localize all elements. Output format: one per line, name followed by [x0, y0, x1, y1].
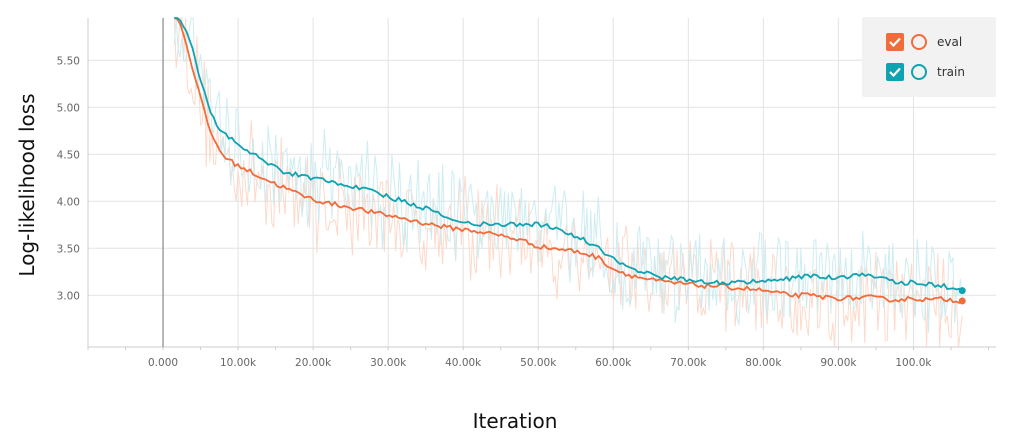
- checkbox-icon[interactable]: [886, 63, 904, 81]
- tick-labels: 0.000 10.00k 20.00k 30.00k 40.00k 50.00k 60.00…: [57, 55, 933, 369]
- x-tick-label: 100.0k: [895, 357, 932, 369]
- end-point-train: [958, 287, 966, 295]
- x-tick-label: 80.00k: [745, 357, 782, 369]
- x-tick-label: 70.00k: [670, 357, 707, 369]
- series-circle-icon: [911, 64, 927, 80]
- y-tick-label: 4.00: [57, 196, 80, 208]
- x-tick-label: 50.00k: [520, 357, 557, 369]
- x-tick-label: 40.00k: [445, 357, 482, 369]
- y-tick-label: 3.00: [57, 290, 80, 302]
- x-tick-label: 10.00k: [220, 357, 257, 369]
- y-tick-label: 4.50: [57, 149, 80, 161]
- x-tick-label: 90.00k: [820, 357, 857, 369]
- smoothed-series: [173, 17, 963, 304]
- series-circle-icon: [911, 34, 927, 50]
- legend-label: train: [937, 65, 965, 79]
- legend-label: eval: [937, 35, 963, 49]
- y-tick-label: 5.50: [57, 55, 80, 67]
- raw-series: [173, 17, 963, 348]
- x-tick-label: 30.00k: [370, 357, 407, 369]
- x-tick-label: 20.00k: [295, 357, 332, 369]
- end-point-eval: [958, 297, 966, 305]
- y-tick-label: 3.50: [57, 243, 80, 255]
- series-line-eval: [173, 17, 963, 304]
- y-tick-label: 5.00: [57, 102, 80, 114]
- checkbox-icon[interactable]: [886, 33, 904, 51]
- series-line-train: [174, 17, 963, 293]
- raw-line-train: [173, 17, 963, 333]
- x-tick-label: 60.00k: [595, 357, 632, 369]
- series-end-points: [958, 287, 966, 305]
- axes: [87, 18, 996, 350]
- x-tick-label: 0.000: [148, 357, 178, 369]
- x-axis-title: Iteration: [473, 409, 558, 433]
- legend: eval train: [862, 17, 996, 97]
- legend-item-train[interactable]: train: [886, 61, 965, 83]
- y-axis-title: Log-likelihood loss: [15, 93, 39, 276]
- legend-item-eval[interactable]: eval: [886, 31, 962, 53]
